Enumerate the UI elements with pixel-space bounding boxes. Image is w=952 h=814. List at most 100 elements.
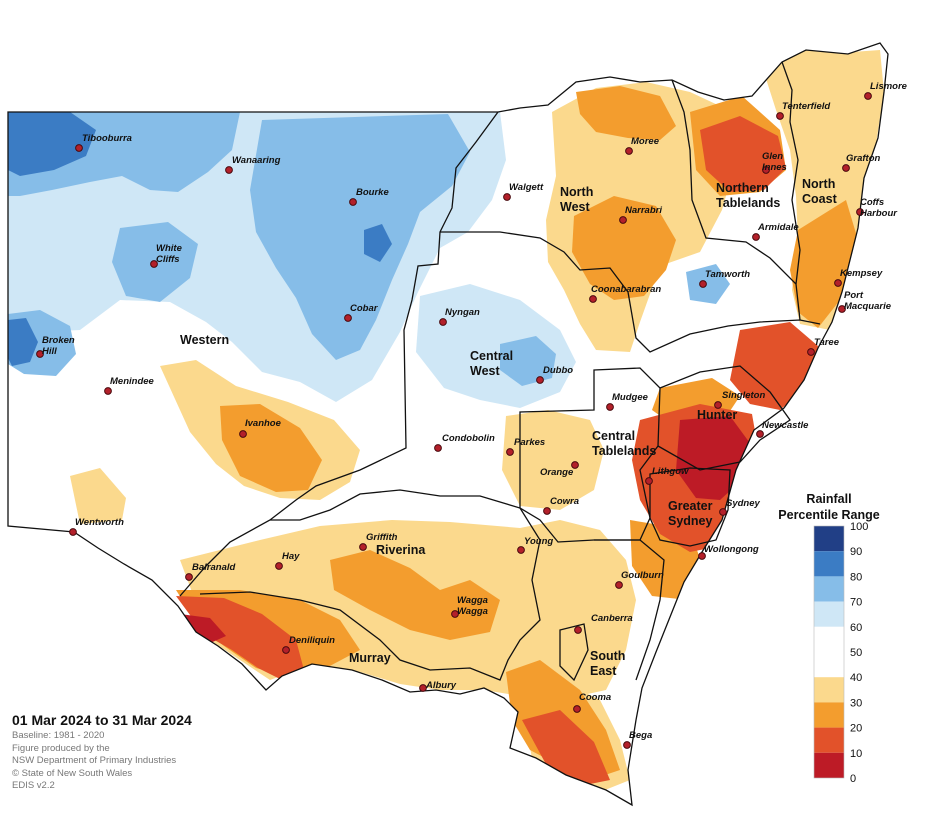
town-marker-dot — [344, 314, 352, 322]
town-marker-dot — [589, 295, 597, 303]
town-marker-dot — [842, 164, 850, 172]
town-bega: Bega — [623, 730, 652, 749]
town-label-white_cliffs: White Cliffs — [156, 243, 183, 265]
producer-text-line1: Figure produced by the — [12, 742, 110, 754]
town-marker-dot — [282, 646, 290, 654]
town-marker-dot — [185, 573, 193, 581]
town-marker-dot — [714, 401, 722, 409]
town-marker-dot — [225, 166, 233, 174]
town-label-cobar: Cobar — [350, 303, 379, 314]
town-marker-dot — [762, 166, 770, 174]
zone-20-30-ivanhoe — [220, 404, 322, 492]
legend-tick-label: 10 — [850, 748, 862, 760]
town-marker-dot — [543, 507, 551, 515]
town-marker-dot — [573, 705, 581, 713]
town-label-taree: Taree — [814, 337, 840, 348]
town-coffs_harbour: Coffs Harbour — [856, 197, 898, 219]
town-label-cowra: Cowra — [550, 496, 579, 507]
town-grafton: Grafton — [842, 153, 881, 172]
town-bourke: Bourke — [349, 187, 389, 206]
town-marker-dot — [506, 448, 514, 456]
town-marker-dot — [434, 444, 442, 452]
boundary-southeast — [594, 539, 665, 681]
town-marker-dot — [419, 684, 427, 692]
producer-text-line2: NSW Department of Primary Industries — [12, 755, 177, 766]
legend-tick-label: 80 — [850, 571, 862, 583]
legend-swatch — [814, 677, 844, 703]
boundary-act — [559, 623, 589, 682]
legend-color-scale — [813, 525, 845, 779]
town-label-hay: Hay — [282, 551, 300, 562]
town-label-wollongong: Wollongong — [704, 544, 759, 555]
zone-20-30-riverina — [330, 550, 500, 640]
town-newcastle: Newcastle — [756, 420, 809, 438]
baseline-text: Baseline: 1981 - 2020 — [12, 730, 105, 741]
rainfall-shading — [8, 48, 884, 792]
zone-20-30-narrabri — [572, 196, 676, 300]
legend-swatch — [814, 652, 844, 678]
town-label-mudgee: Mudgee — [612, 392, 649, 403]
region-label-hunter: Hunter — [697, 408, 737, 422]
town-label-kempsey: Kempsey — [840, 268, 883, 279]
legend-swatch — [814, 702, 844, 728]
nsw-outline — [7, 42, 889, 807]
town-label-port_macquarie: Port Macquarie — [844, 290, 892, 312]
town-label-walgett: Walgett — [509, 182, 544, 193]
legend-swatch — [814, 526, 844, 552]
town-marker-dot — [571, 461, 579, 469]
region-label-central_west: Central West — [470, 349, 513, 378]
region-label-western: Western — [180, 333, 229, 347]
town-label-lismore: Lismore — [870, 81, 908, 92]
town-parkes: Parkes — [506, 437, 545, 456]
town-albury: Albury — [419, 680, 457, 692]
zone-80-90-brokenhill — [8, 318, 38, 366]
region-label-murray: Murray — [349, 651, 391, 665]
town-lithgow: Lithgow — [645, 466, 689, 485]
town-label-bourke: Bourke — [356, 187, 389, 198]
region-label-greater_sydney: Greater Sydney — [668, 499, 713, 528]
town-port_macquarie: Port Macquarie — [838, 290, 892, 313]
town-marker-dot — [69, 528, 77, 536]
zone-30-40-coast — [760, 48, 884, 330]
town-marker-dot — [349, 198, 357, 206]
town-label-tibooburra: Tibooburra — [82, 133, 132, 144]
legend: Rainfall Percentile Range1009080706050403… — [778, 492, 879, 785]
town-deniliquin: Deniliquin — [282, 635, 335, 654]
legend-tick-label: 40 — [850, 672, 862, 684]
town-label-cooma: Cooma — [579, 692, 611, 703]
zone-10-20-deniliquin — [176, 596, 304, 680]
town-marker-dot — [752, 233, 760, 241]
town-label-canberra: Canberra — [591, 613, 633, 624]
boundary-northern-tablelands — [671, 79, 801, 321]
town-white_cliffs: White Cliffs — [150, 243, 183, 268]
town-marker-dot — [645, 477, 653, 485]
town-marker-dot — [619, 216, 627, 224]
town-marker-dot — [104, 387, 112, 395]
legend-tick-label: 30 — [850, 697, 862, 709]
town-hay: Hay — [275, 551, 300, 570]
town-label-tamworth: Tamworth — [705, 269, 750, 280]
zone-80-90-tibooburra — [8, 112, 96, 176]
town-marker-dot — [807, 348, 815, 356]
region-labels: Western North West Northern Tablelands North C… — [180, 177, 838, 678]
town-label-menindee: Menindee — [110, 376, 155, 387]
town-goulburn: Goulburn — [615, 570, 664, 589]
town-sydney: Sydney — [719, 498, 761, 516]
town-cobar: Cobar — [344, 303, 379, 322]
town-markers: Tibooburra Wanaaring Bourke White Cliffs Coba… — [36, 81, 908, 749]
town-label-wentworth: Wentworth — [75, 517, 124, 528]
town-label-coonabarabran: Coonabarabran — [591, 284, 661, 295]
town-marker-dot — [719, 508, 727, 516]
town-lismore: Lismore — [864, 81, 908, 100]
town-marker-dot — [36, 350, 44, 358]
region-label-riverina: Riverina — [376, 543, 426, 557]
town-marker-dot — [756, 430, 764, 438]
boundary-sydney — [649, 467, 731, 547]
town-walgett: Walgett — [503, 182, 544, 201]
town-label-albury: Albury — [425, 680, 457, 691]
version-text: EDIS v2.2 — [12, 780, 55, 791]
town-wollongong: Wollongong — [698, 544, 759, 560]
town-marker-dot — [864, 92, 872, 100]
legend-swatch — [814, 752, 844, 778]
town-marker-dot — [275, 562, 283, 570]
